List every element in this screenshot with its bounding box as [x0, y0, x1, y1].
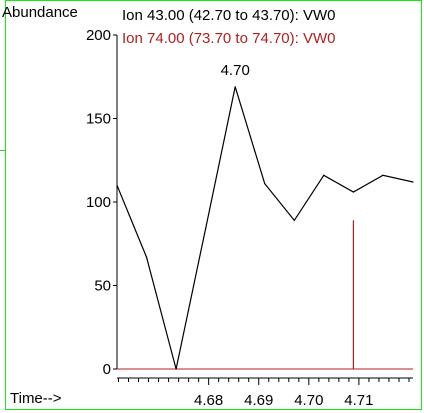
series-1-point	[412, 181, 414, 183]
chart-frame	[5, 0, 422, 410]
series-1-point	[382, 174, 384, 176]
y-tick-label: 50	[94, 278, 111, 295]
series-1-point	[323, 174, 325, 176]
series-1-point	[175, 368, 177, 370]
series-1-point	[352, 191, 354, 193]
x-axis-label: Time-->	[10, 390, 62, 407]
series-1-point	[205, 228, 207, 230]
series-1-line	[116, 86, 414, 370]
y-axis-label: Abundance	[2, 4, 78, 21]
series-1-point	[145, 256, 148, 258]
series-1-point	[116, 184, 118, 186]
series-1-point	[234, 86, 236, 88]
x-tick-label: 4.71	[344, 392, 373, 409]
y-tick-label: 200	[86, 27, 111, 44]
series-1-point	[293, 219, 295, 221]
y-tick-label: 150	[86, 111, 111, 128]
peak-label: 4.70	[221, 62, 250, 79]
x-tick-label: 4.69	[244, 392, 273, 409]
frame-edge-mark	[0, 150, 6, 151]
y-tick-label: 0	[103, 361, 111, 378]
y-tick-label: 100	[86, 194, 111, 211]
legend-series-2: Ion 74.00 (73.70 to 74.70): VW0	[122, 30, 336, 47]
x-tick-label: 4.70	[294, 392, 323, 409]
legend-series-1: Ion 43.00 (42.70 to 43.70): VW0	[122, 7, 336, 24]
series-1-point	[264, 183, 266, 185]
x-tick-label: 4.68	[194, 392, 223, 409]
